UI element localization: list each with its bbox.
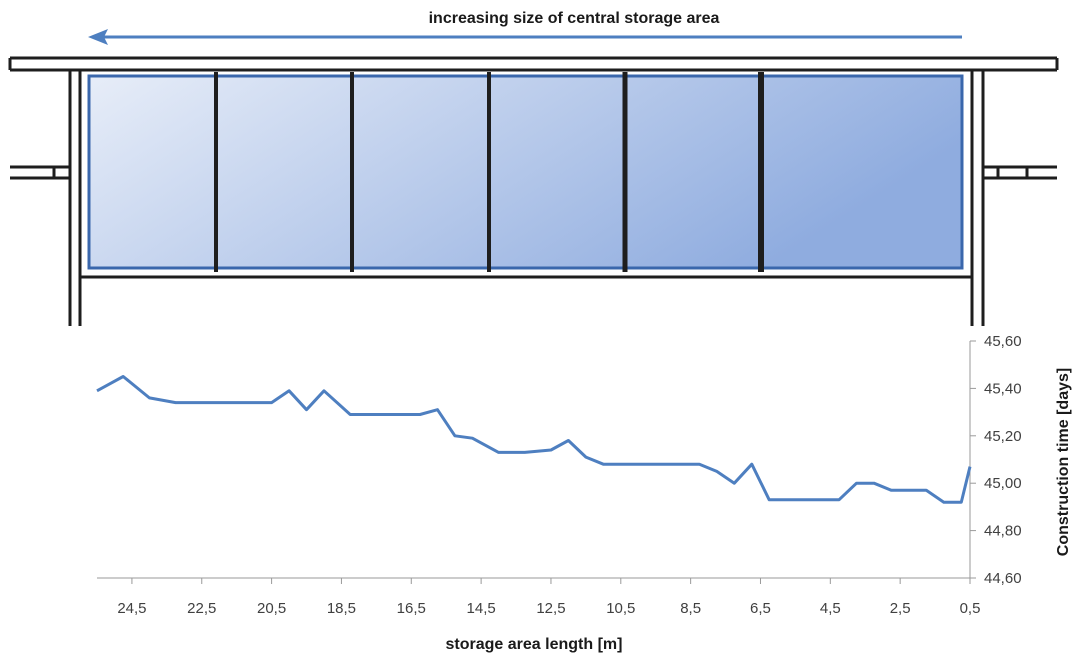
arrow-label: increasing size of central storage area [429, 10, 720, 27]
top-rail [8, 56, 1059, 72]
x-tick-label: 10,5 [606, 600, 635, 617]
left-column [68, 70, 82, 326]
x-axis-title: storage area length [m] [446, 636, 623, 653]
right-stub [983, 165, 1057, 180]
y-tick-label: 45,00 [984, 475, 1022, 492]
x-tick-label: 2,5 [890, 600, 911, 617]
y-tick-label: 45,60 [984, 333, 1022, 350]
left-stub [10, 165, 70, 180]
right-column [970, 70, 985, 326]
storage-area [87, 74, 964, 270]
section-dividers [214, 72, 764, 272]
y-tick-label: 45,20 [984, 428, 1022, 445]
x-tick-label: 12,5 [536, 600, 565, 617]
x-tick-label: 22,5 [187, 600, 216, 617]
y-tick-label: 44,60 [984, 570, 1022, 587]
y-ticks: 44,60 44,80 45,00 45,20 45,40 45,60 [970, 333, 1022, 587]
y-axis-title: Construction time [days] [1055, 368, 1072, 556]
y-tick-label: 45,40 [984, 380, 1022, 397]
x-tick-label: 24,5 [117, 600, 146, 617]
construction-time-series-line [96, 375, 972, 504]
series-layer [96, 375, 972, 504]
x-tick-label: 14,5 [467, 600, 496, 617]
x-tick-label: 8,5 [680, 600, 701, 617]
direction-arrow-head [88, 29, 108, 45]
direction-arrow [88, 29, 962, 45]
x-tick-label: 16,5 [397, 600, 426, 617]
x-ticks: 24,5 22,5 20,5 18,5 16,5 14,5 12,5 10,5 8,5 6,5 4,… [117, 578, 980, 617]
x-tick-label: 4,5 [820, 600, 841, 617]
y-tick-label: 44,80 [984, 523, 1022, 540]
storage-diagram: increasing size of central storage area [8, 10, 1059, 326]
x-tick-label: 0,5 [960, 600, 981, 617]
x-tick-label: 18,5 [327, 600, 356, 617]
x-tick-label: 6,5 [750, 600, 771, 617]
x-tick-label: 20,5 [257, 600, 286, 617]
